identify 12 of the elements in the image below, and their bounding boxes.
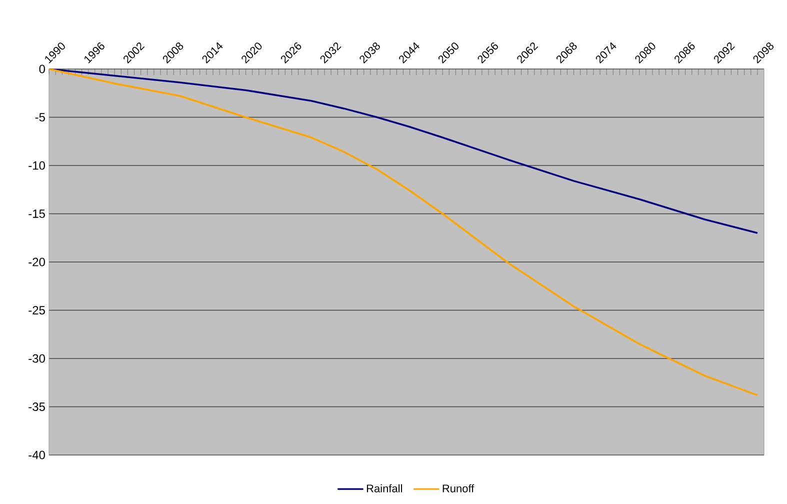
y-tick-label: -35 — [28, 402, 45, 411]
y-tick-label: 0 — [39, 64, 46, 74]
y-tick-label: -40 — [28, 450, 46, 460]
y-tick-label: -10 — [28, 161, 46, 170]
y-tick-label: -20 — [28, 258, 46, 266]
y-tick-label: -15 — [28, 210, 45, 218]
y-tick-label: -30 — [28, 354, 46, 363]
legend-label: Rainfall — [366, 484, 402, 492]
y-tick-label: -5 — [35, 113, 45, 122]
y-tick-label: -25 — [28, 306, 45, 314]
line-series — [49, 69, 758, 396]
legend-label: Runoff — [442, 484, 474, 492]
